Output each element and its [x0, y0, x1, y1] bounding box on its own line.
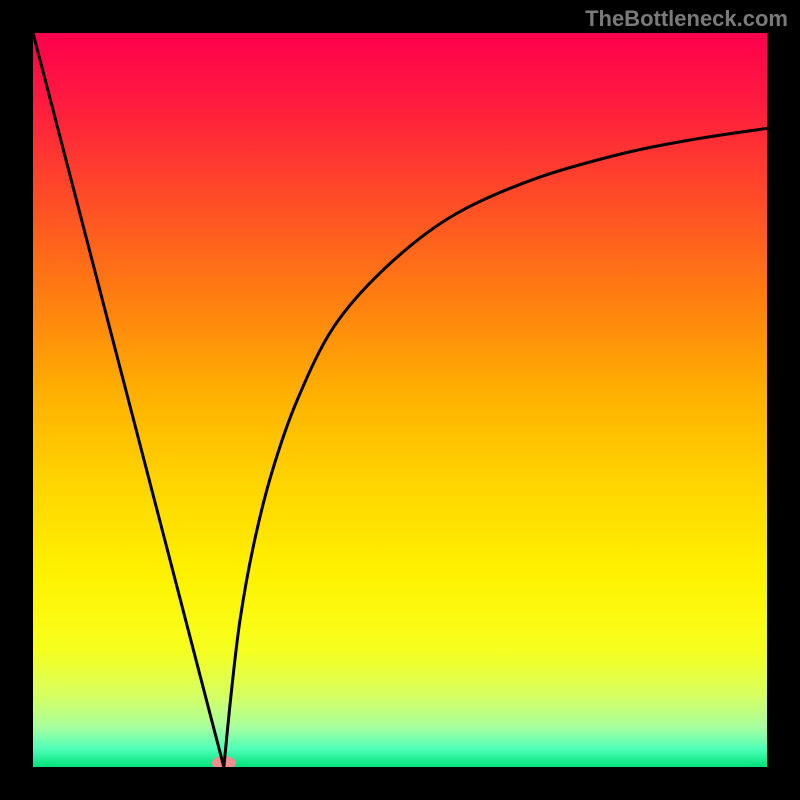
watermark-text: TheBottleneck.com	[585, 6, 788, 32]
bottleneck-curve	[33, 33, 767, 767]
curve-path	[33, 33, 767, 767]
plot-area	[33, 33, 767, 767]
